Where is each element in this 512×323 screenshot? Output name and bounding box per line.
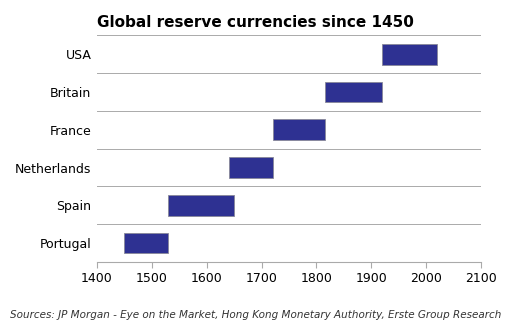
- Bar: [168, 195, 234, 216]
- Bar: [272, 120, 325, 140]
- Bar: [124, 233, 168, 254]
- Bar: [325, 82, 382, 102]
- Bar: [382, 44, 437, 65]
- Text: Global reserve currencies since 1450: Global reserve currencies since 1450: [97, 15, 414, 30]
- Text: Sources: JP Morgan - Eye on the Market, Hong Kong Monetary Authority, Erste Grou: Sources: JP Morgan - Eye on the Market, …: [10, 310, 502, 320]
- Bar: [229, 157, 272, 178]
